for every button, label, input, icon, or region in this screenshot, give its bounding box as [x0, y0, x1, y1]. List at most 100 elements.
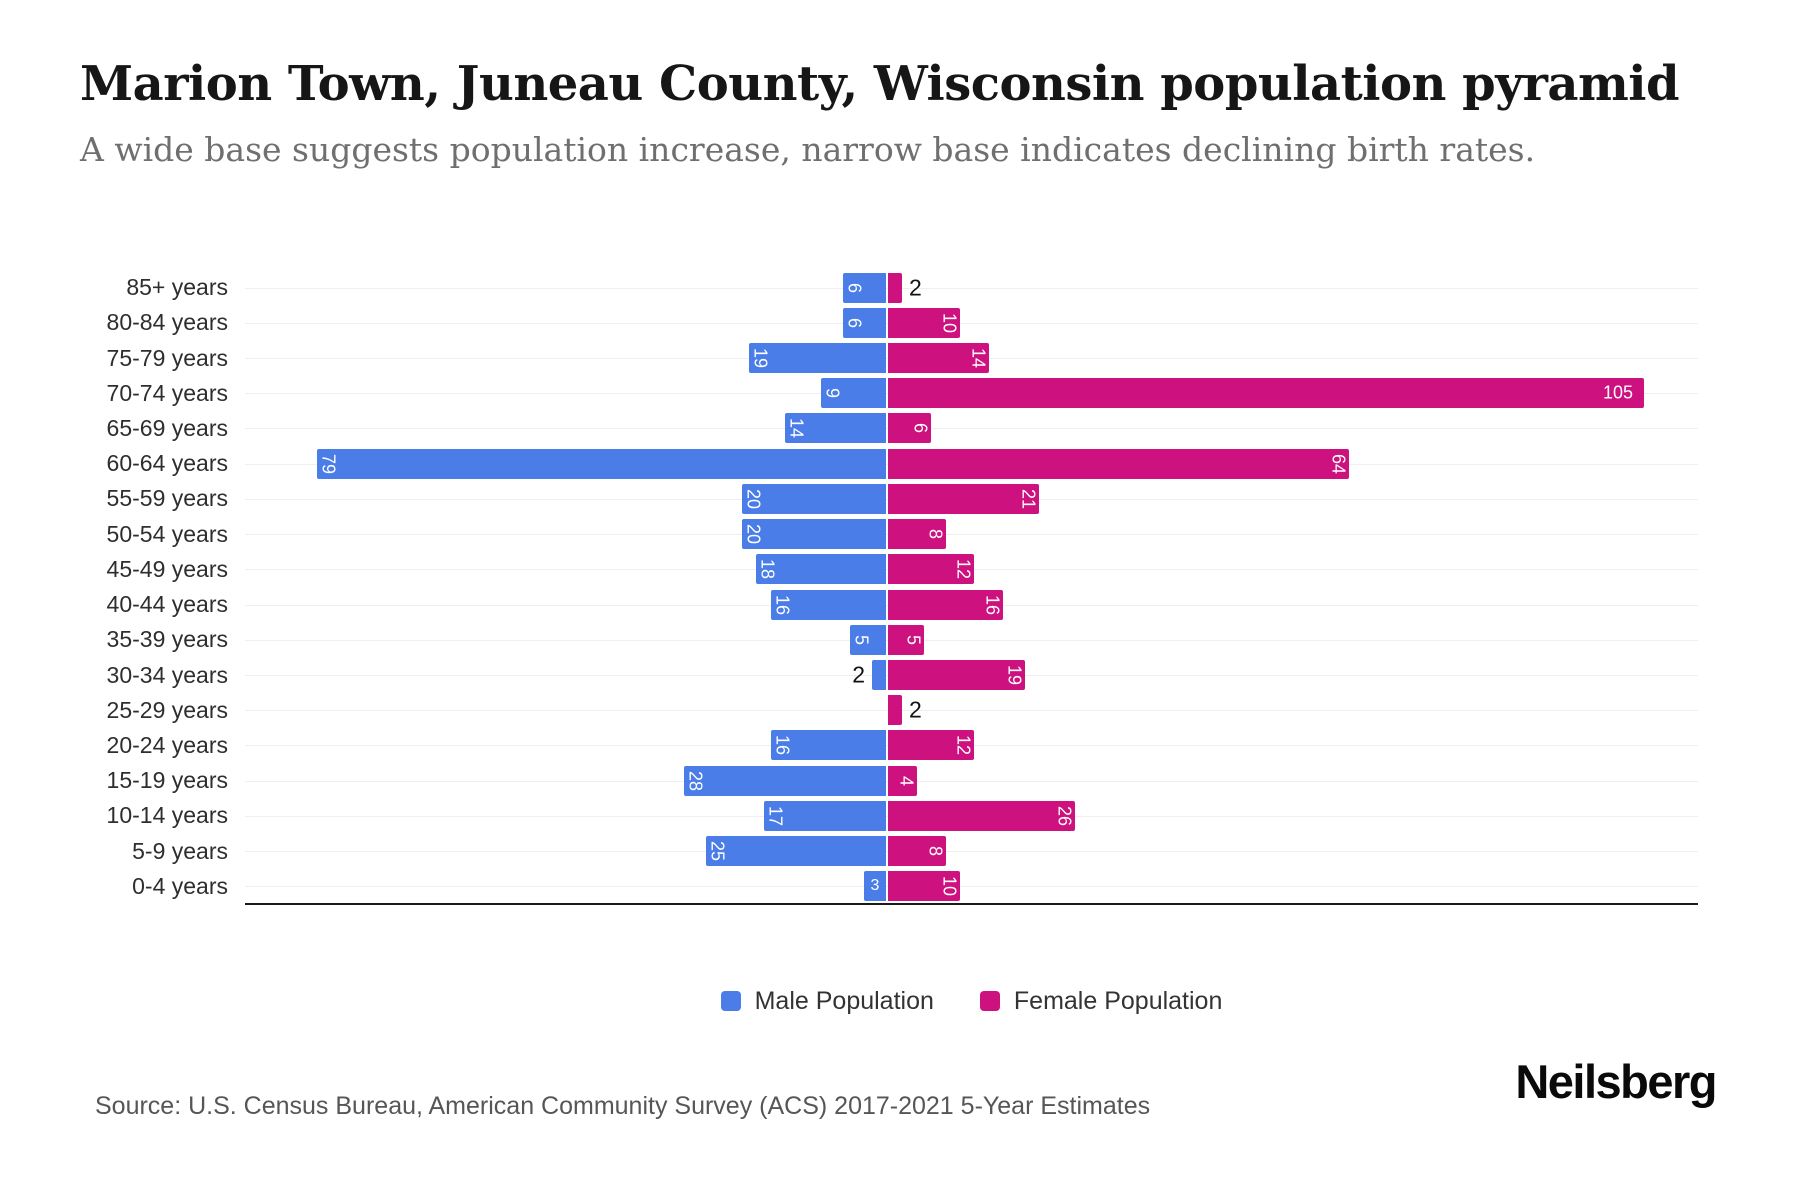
pyramid-row: 65-69 years 14 6 — [0, 411, 1698, 446]
male-bar-value: 6 — [844, 282, 865, 293]
pyramid-row: 20-24 years 16 12 — [0, 728, 1698, 763]
x-axis-line — [245, 903, 1698, 905]
pyramid-plot-area: 85+ years 6 2 80-84 years 6 10 75-79 years 19 14… — [0, 270, 1698, 904]
female-bar — [888, 554, 974, 585]
y-axis-label: 70-74 years — [106, 379, 228, 406]
pyramid-row: 35-39 years 5 5 — [0, 622, 1698, 657]
row-track: 20 21 — [245, 481, 1698, 516]
male-bar — [706, 836, 886, 867]
male-bar-value: 2 — [852, 661, 865, 688]
female-bar-value: 105 — [1602, 382, 1634, 403]
male-bar — [317, 448, 886, 479]
y-axis-label: 5-9 years — [132, 837, 228, 864]
male-bar — [749, 343, 886, 374]
female-bar — [888, 624, 924, 655]
pyramid-row: 45-49 years 18 12 — [0, 552, 1698, 587]
pyramid-row: 15-19 years 28 4 — [0, 763, 1698, 798]
female-bar-value: 64 — [1328, 453, 1349, 474]
legend-item-female[interactable]: Female Population — [979, 986, 1223, 1016]
female-bar-value: 26 — [1054, 805, 1075, 826]
y-axis-label: 60-64 years — [106, 450, 228, 477]
male-bar — [843, 307, 886, 338]
y-axis-label: 50-54 years — [106, 520, 228, 547]
female-bar-value: 12 — [953, 735, 974, 756]
row-track: 9 105 — [245, 376, 1698, 411]
y-axis-label: 85+ years — [126, 274, 228, 301]
female-bar — [888, 871, 960, 902]
row-track: 2 19 — [245, 657, 1698, 692]
female-bar — [888, 307, 960, 338]
source-text: Source: U.S. Census Bureau, American Com… — [95, 1092, 1151, 1120]
pyramid-row: 60-64 years 79 64 — [0, 446, 1698, 481]
y-axis-label: 15-19 years — [106, 767, 228, 794]
gridline — [245, 322, 1698, 324]
y-axis-label: 35-39 years — [106, 626, 228, 653]
male-bar-value: 16 — [772, 735, 793, 756]
male-bar-value: 14 — [786, 418, 807, 439]
y-axis-label: 55-59 years — [106, 485, 228, 512]
y-axis-label: 75-79 years — [106, 344, 228, 371]
row-track: 17 26 — [245, 798, 1698, 833]
row-track: 14 6 — [245, 411, 1698, 446]
male-bar-value: 17 — [765, 805, 786, 826]
gridline — [245, 851, 1698, 853]
brand-logo[interactable]: Neilsberg — [1515, 1055, 1717, 1108]
female-bar — [888, 730, 974, 761]
male-bar — [742, 519, 886, 550]
row-track: 79 64 — [245, 446, 1698, 481]
legend-item-male[interactable]: Male Population — [720, 986, 934, 1016]
pyramid-row: 80-84 years 6 10 — [0, 305, 1698, 340]
gridline — [245, 428, 1698, 430]
male-bar — [843, 272, 886, 303]
male-swatch-icon — [720, 991, 741, 1011]
male-bar — [785, 413, 886, 444]
female-bar — [888, 695, 902, 726]
row-track: 3 10 — [245, 869, 1698, 904]
y-axis-label: 45-49 years — [106, 555, 228, 582]
pyramid-row: 0-4 years 3 10 — [0, 869, 1698, 904]
male-bar — [771, 730, 886, 761]
pyramid-row: 70-74 years 9 105 — [0, 376, 1698, 411]
female-bar-value: 21 — [1018, 488, 1039, 509]
gridline — [245, 639, 1698, 641]
female-bar — [888, 448, 1349, 479]
pyramid-row: 50-54 years 20 8 — [0, 517, 1698, 552]
legend-label-male: Male Population — [754, 986, 934, 1015]
female-bar-value: 8 — [925, 529, 946, 540]
female-bar-value: 2 — [909, 696, 922, 723]
gridline — [245, 287, 1698, 289]
row-track: 28 4 — [245, 763, 1698, 798]
female-bar — [888, 272, 902, 303]
female-bar — [888, 660, 1025, 691]
y-axis-label: 10-14 years — [106, 802, 228, 829]
row-track: 16 12 — [245, 728, 1698, 763]
female-bar-value: 4 — [896, 775, 917, 786]
female-bar — [888, 519, 946, 550]
female-bar-value: 10 — [939, 312, 960, 333]
y-axis-label: 65-69 years — [106, 414, 228, 441]
male-bar-value: 6 — [844, 317, 865, 328]
pyramid-row: 30-34 years 2 19 — [0, 657, 1698, 692]
male-bar — [756, 554, 886, 585]
legend-label-female: Female Population — [1013, 986, 1223, 1015]
male-bar-value: 9 — [822, 388, 843, 399]
male-bar — [821, 378, 886, 409]
male-bar-value: 16 — [772, 594, 793, 615]
gridline — [245, 534, 1698, 536]
gridline — [245, 886, 1698, 888]
row-track: 6 10 — [245, 305, 1698, 340]
y-axis-label: 40-44 years — [106, 591, 228, 618]
female-bar — [888, 343, 989, 374]
y-axis-label: 30-34 years — [106, 661, 228, 688]
female-bar-value: 5 — [903, 634, 924, 645]
pyramid-row: 25-29 years 2 — [0, 693, 1698, 728]
chart-legend: Male Population Female Population — [245, 983, 1698, 1019]
male-bar-value: 79 — [318, 453, 339, 474]
female-bar — [888, 589, 1003, 620]
row-track: 25 8 — [245, 834, 1698, 869]
male-bar-value: 28 — [685, 770, 706, 791]
y-axis-label: 0-4 years — [132, 872, 228, 899]
male-bar-value: 18 — [757, 559, 778, 580]
pyramid-row: 55-59 years 20 21 — [0, 481, 1698, 516]
